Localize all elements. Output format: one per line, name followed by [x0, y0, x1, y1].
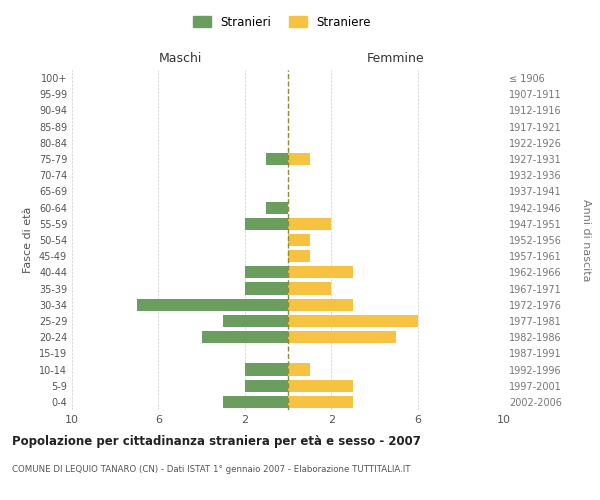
Bar [202, 331, 288, 343]
Bar [288, 218, 331, 230]
Bar [266, 202, 288, 213]
Bar [288, 396, 353, 408]
Bar [245, 218, 288, 230]
Bar [288, 153, 310, 165]
Text: COMUNE DI LEQUIO TANARO (CN) - Dati ISTAT 1° gennaio 2007 - Elaborazione TUTTITA: COMUNE DI LEQUIO TANARO (CN) - Dati ISTA… [12, 465, 410, 474]
Bar [245, 266, 288, 278]
Bar [288, 298, 353, 311]
Bar [223, 396, 288, 408]
Y-axis label: Fasce di età: Fasce di età [23, 207, 33, 273]
Bar [288, 266, 353, 278]
Bar [288, 315, 418, 327]
Text: Femmine: Femmine [367, 52, 425, 65]
Text: Maschi: Maschi [158, 52, 202, 65]
Bar [223, 315, 288, 327]
Bar [137, 298, 288, 311]
Bar [245, 282, 288, 294]
Text: Popolazione per cittadinanza straniera per età e sesso - 2007: Popolazione per cittadinanza straniera p… [12, 435, 421, 448]
Legend: Stranieri, Straniere: Stranieri, Straniere [188, 11, 376, 34]
Bar [288, 250, 310, 262]
Bar [288, 282, 331, 294]
Bar [245, 364, 288, 376]
Bar [288, 364, 310, 376]
Bar [288, 234, 310, 246]
Bar [288, 331, 396, 343]
Bar [245, 380, 288, 392]
Y-axis label: Anni di nascita: Anni di nascita [581, 198, 591, 281]
Bar [288, 380, 353, 392]
Bar [266, 153, 288, 165]
